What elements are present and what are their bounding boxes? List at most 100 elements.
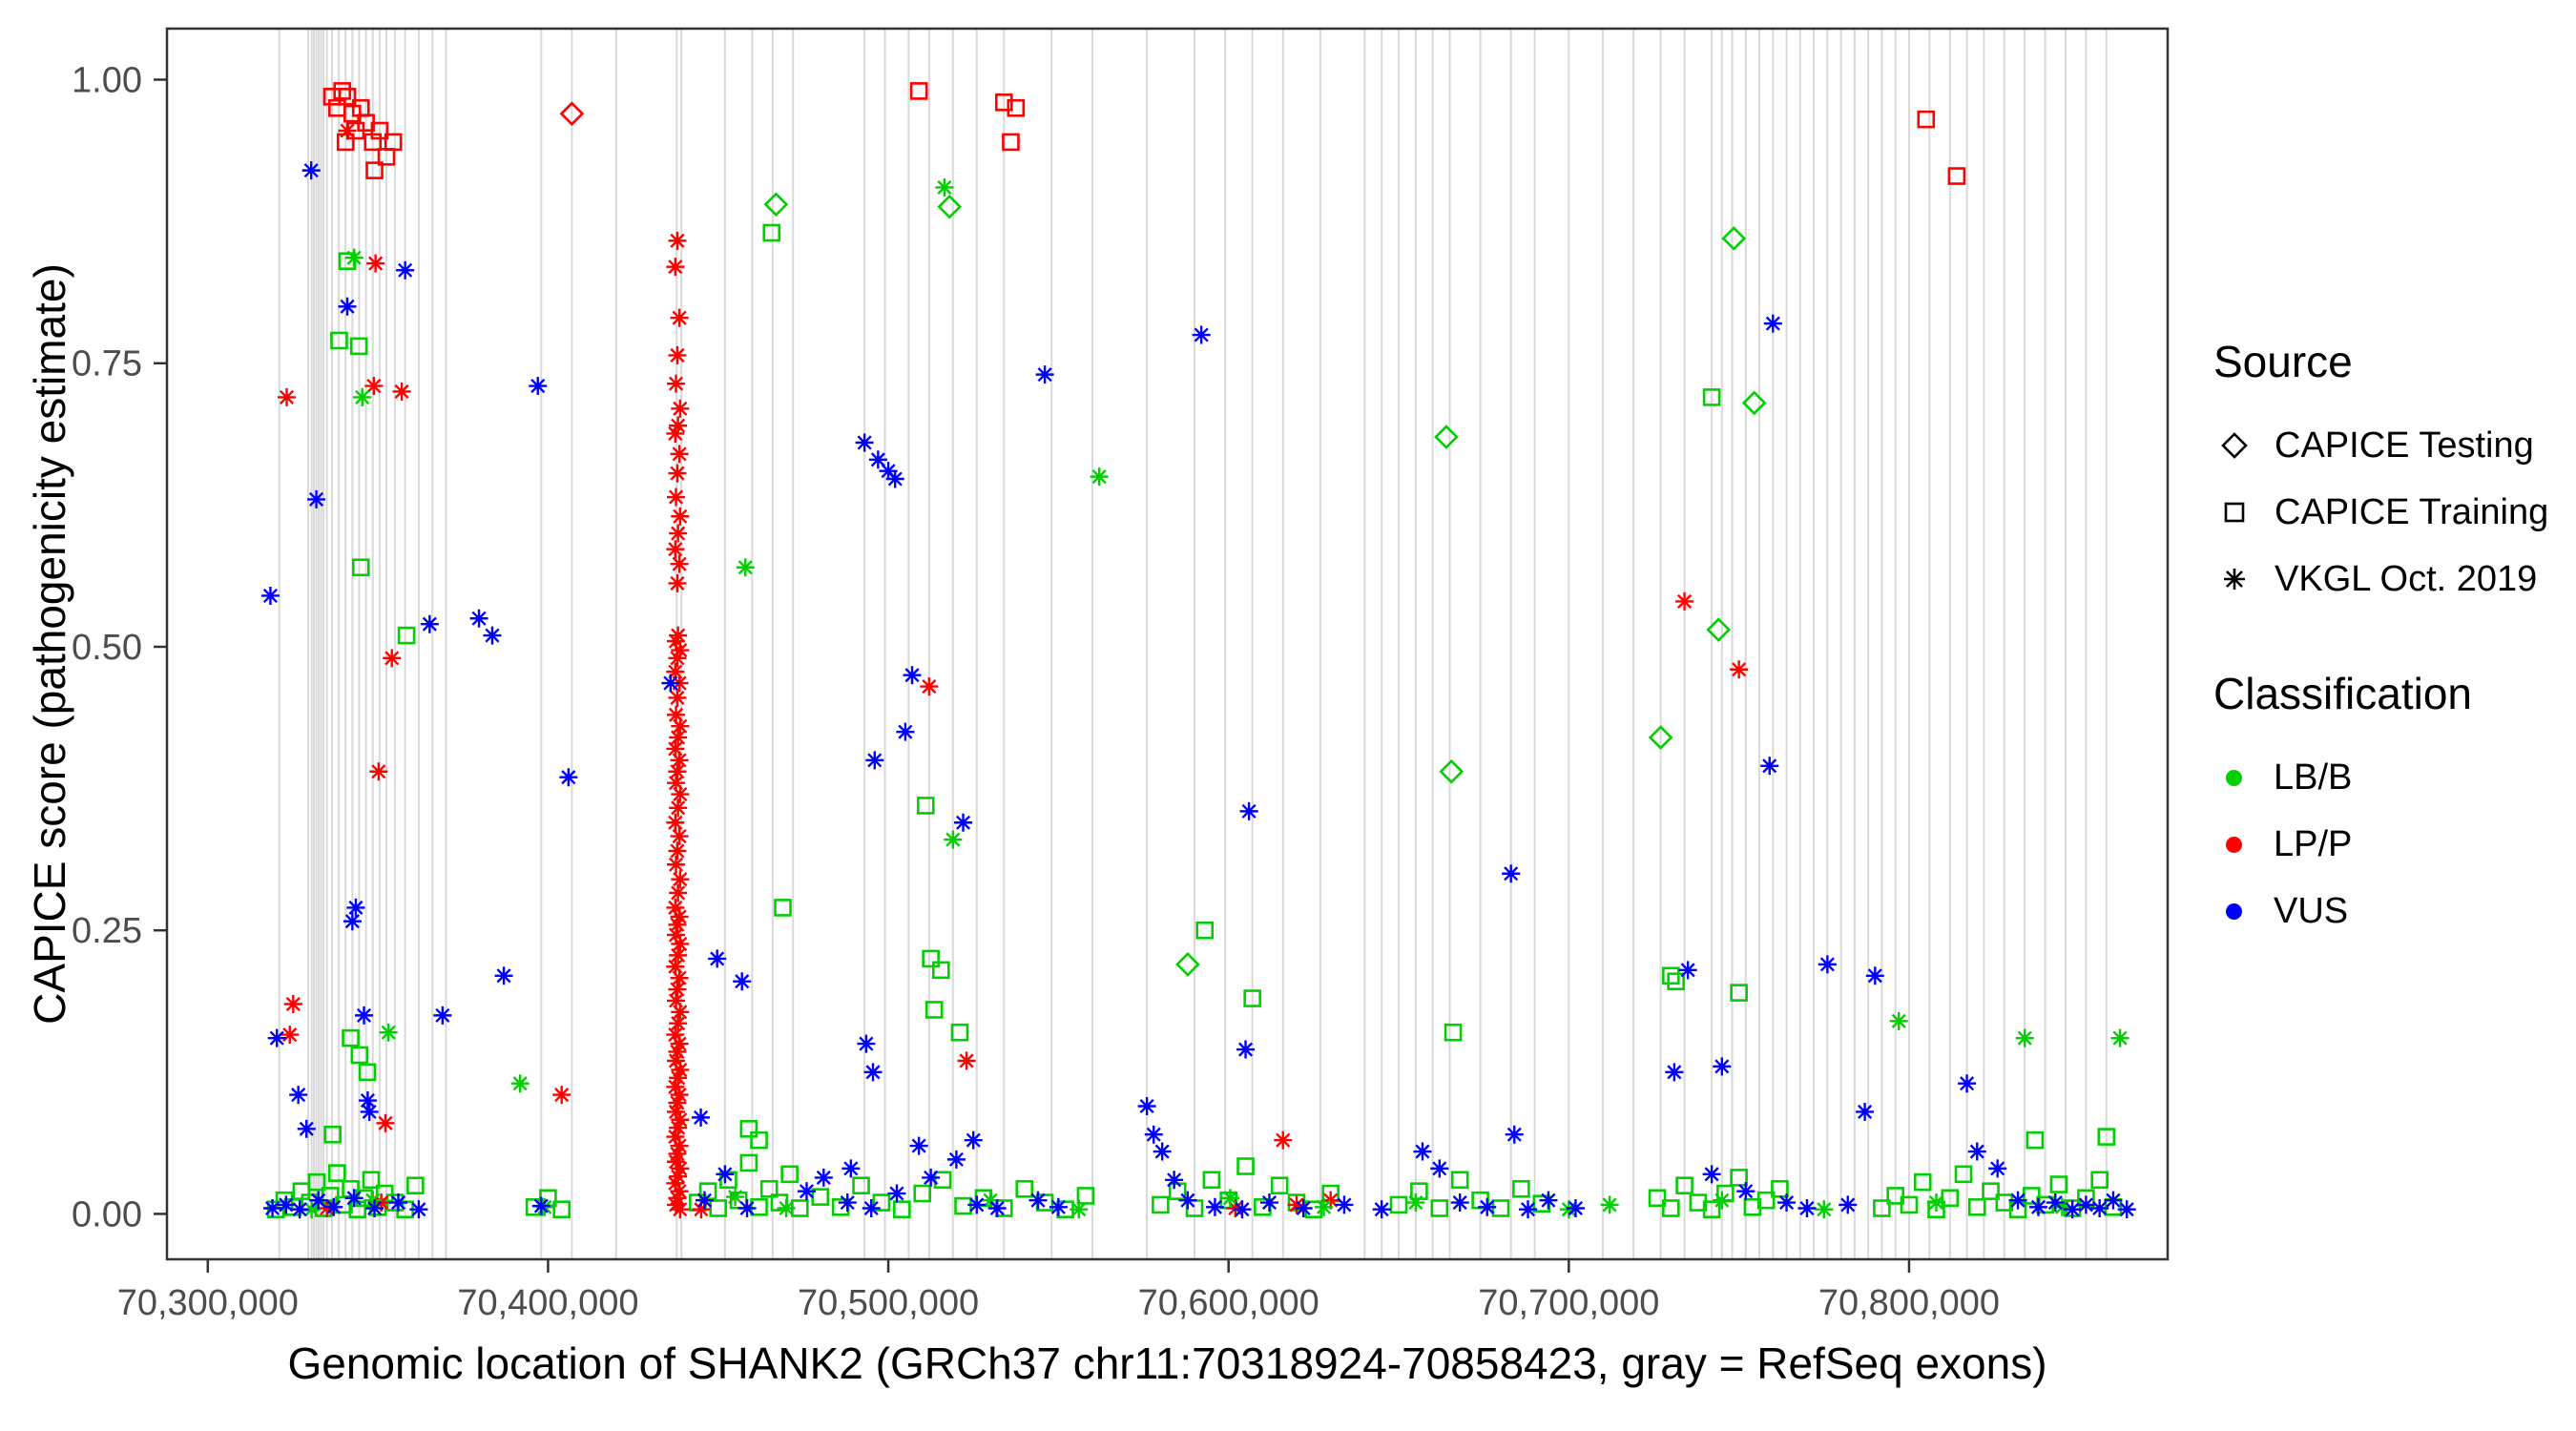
legend-label-vkgl: VKGL Oct. 2019 <box>2275 558 2538 599</box>
data-point <box>365 161 384 179</box>
data-point <box>671 1060 690 1079</box>
data-point <box>307 1172 326 1192</box>
data-point <box>671 1110 690 1130</box>
data-point <box>671 1159 690 1178</box>
data-point <box>695 1191 714 1210</box>
data-point <box>552 1086 571 1105</box>
data-point <box>924 1001 944 1019</box>
data-point <box>333 82 351 100</box>
legend-item-capice-testing: CAPICE Testing <box>2213 412 2568 479</box>
data-point <box>668 1144 687 1163</box>
data-point <box>916 797 935 815</box>
data-point <box>309 1191 328 1210</box>
data-point <box>668 231 687 250</box>
data-point <box>406 1176 425 1195</box>
data-point <box>1015 1179 1034 1198</box>
data-point <box>307 489 326 508</box>
data-point <box>726 1188 745 1207</box>
data-point <box>344 1189 364 1208</box>
data-point <box>364 1191 383 1210</box>
data-point <box>669 626 688 645</box>
data-point <box>667 991 686 1010</box>
data-point <box>666 1077 685 1096</box>
data-point <box>338 88 357 106</box>
square-icon <box>2224 502 2245 523</box>
data-point <box>670 968 689 987</box>
data-point <box>667 1152 686 1172</box>
data-point <box>692 1200 711 1219</box>
data-point <box>670 827 689 846</box>
data-point <box>666 739 685 758</box>
data-point <box>433 1006 452 1025</box>
data-point <box>2097 1128 2116 1146</box>
data-point <box>1566 1199 1585 1217</box>
data-point <box>336 133 355 152</box>
data-point <box>1152 1195 1170 1214</box>
data-point <box>932 961 950 980</box>
x-tick-label: 70,500,000 <box>798 1283 979 1323</box>
data-point <box>2110 1028 2129 1047</box>
data-point <box>1070 1200 1089 1219</box>
data-point <box>1413 1142 1432 1161</box>
data-point <box>263 1199 282 1217</box>
data-point <box>666 424 685 443</box>
legend-label-capice-training: CAPICE Training <box>2275 491 2549 532</box>
data-point <box>862 1199 881 1217</box>
data-point <box>362 1171 381 1190</box>
data-point <box>922 1168 941 1187</box>
data-point <box>301 161 321 180</box>
data-point <box>1741 390 1767 416</box>
data-point <box>1760 757 1779 776</box>
data-point <box>669 798 688 818</box>
data-point <box>1736 1182 1755 1201</box>
data-point <box>358 1063 377 1082</box>
data-point <box>1220 1189 1239 1208</box>
data-point <box>1967 1142 1986 1161</box>
data-point <box>1730 984 1748 1002</box>
data-point <box>733 972 752 991</box>
data-point <box>397 626 416 645</box>
data-point <box>750 1130 768 1150</box>
data-point <box>1662 966 1680 985</box>
data-point <box>1926 1193 1945 1213</box>
data-point <box>1321 1191 1340 1210</box>
data-point <box>376 1113 395 1132</box>
data-point <box>283 994 302 1013</box>
data-point <box>1818 955 1837 974</box>
data-point <box>1917 110 1936 129</box>
data-point <box>1450 1171 1469 1190</box>
data-point <box>365 1199 384 1217</box>
data-point <box>1430 1159 1449 1178</box>
data-point <box>1702 1200 1721 1218</box>
data-point <box>709 1199 728 1217</box>
data-point <box>1958 1074 1977 1093</box>
legend-label-lpp: LP/P <box>2274 823 2353 864</box>
data-point <box>1274 1130 1293 1150</box>
data-point <box>346 898 365 917</box>
data-point <box>896 722 915 741</box>
data-point <box>692 1108 711 1127</box>
data-point <box>903 666 922 685</box>
data-point <box>668 1189 687 1208</box>
data-point <box>1049 1197 1068 1216</box>
y-tick-label: 0.75 <box>72 344 142 384</box>
data-point <box>531 1196 551 1215</box>
legend-source-section: Source CAPICE Testing CAPICE Training VK… <box>2213 336 2568 612</box>
data-point <box>668 980 687 999</box>
data-point <box>344 248 364 267</box>
data-point <box>667 705 686 724</box>
data-point <box>739 1119 758 1138</box>
data-point <box>668 345 687 364</box>
data-point <box>1430 1199 1449 1217</box>
data-point <box>667 855 686 874</box>
data-point <box>1233 1200 1252 1219</box>
data-point <box>1259 1193 1278 1213</box>
data-point <box>1865 966 1884 985</box>
data-point <box>872 1193 891 1212</box>
data-point <box>289 1086 308 1105</box>
data-point <box>671 1200 690 1219</box>
data-point <box>1444 1023 1463 1042</box>
data-point <box>666 258 685 277</box>
data-point <box>1662 1199 1680 1217</box>
data-point <box>1236 1040 1256 1059</box>
